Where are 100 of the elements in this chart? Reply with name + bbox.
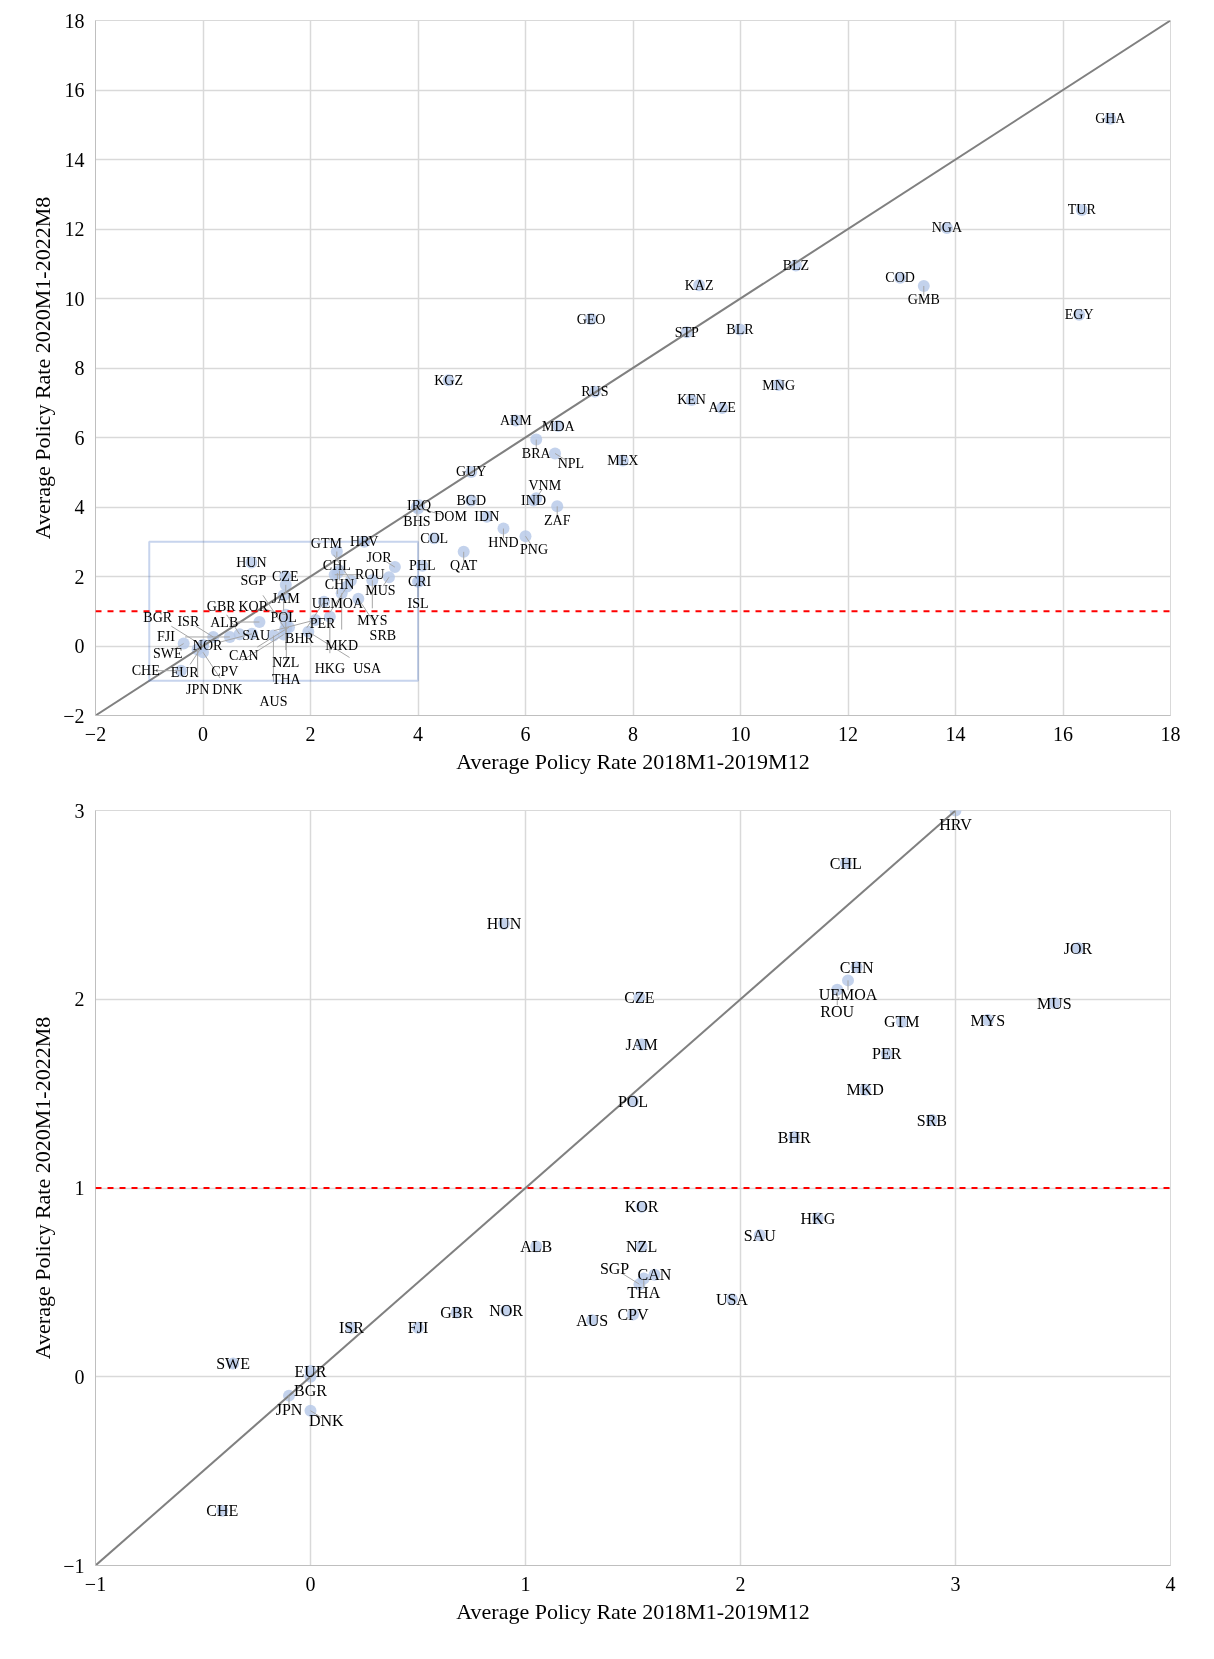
annotation: AZE: [708, 400, 736, 416]
annotation: TUR: [1067, 202, 1097, 218]
annotation: MEX: [607, 452, 639, 468]
annotation: KAZ: [684, 277, 714, 293]
annotation: CPV: [211, 663, 239, 679]
y-tick-label: 0: [74, 1365, 85, 1388]
annotation: DOM: [434, 509, 468, 525]
annotation: NZL: [626, 1238, 658, 1256]
annotation: IRQ: [407, 497, 432, 513]
annotation: AUS: [259, 694, 288, 710]
annotation: UEMOA: [818, 985, 878, 1003]
y-axis-title: Average Policy Rate 2020M1-2022M8: [30, 196, 56, 540]
annotation: GMB: [907, 292, 940, 308]
annotation: JPN: [275, 1401, 303, 1419]
annotation: CHL: [322, 557, 351, 573]
x-tick-label: 3: [950, 1572, 961, 1595]
annotation: MDA: [541, 418, 576, 434]
annotation: NPL: [557, 455, 585, 471]
annotation: JOR: [1063, 939, 1093, 957]
annotation: CHE: [131, 663, 160, 679]
annotation: BHR: [285, 631, 315, 647]
annotation: FJI: [156, 629, 176, 645]
annotation: CAN: [637, 1266, 672, 1284]
annotation: MUS: [365, 582, 396, 598]
y-tick-label: 0: [74, 635, 85, 657]
x-tick-label: 6: [520, 722, 531, 745]
annotation: KEN: [677, 392, 706, 408]
annotation: GTM: [883, 1013, 920, 1031]
annotation: PER: [309, 616, 337, 632]
y-tick-label: −2: [63, 704, 85, 727]
annotation: JOR: [366, 549, 393, 565]
annotation: BGR: [143, 610, 173, 626]
annotation: MKD: [325, 637, 359, 653]
annotation: CHE: [206, 1502, 239, 1520]
annotation: ROU: [355, 567, 385, 583]
x-tick-label: 10: [730, 722, 751, 745]
annotation: IND: [521, 492, 547, 508]
y-tick-label: 16: [64, 79, 85, 101]
annotation: UEMOA: [311, 595, 364, 611]
annotation: BHR: [777, 1128, 812, 1146]
annotation: CHN: [839, 958, 874, 976]
annotation: CRI: [407, 573, 432, 589]
annotation: NGA: [931, 220, 963, 236]
y-tick-label: 6: [74, 426, 85, 449]
annotation: MKD: [846, 1081, 884, 1099]
annotation: BRA: [521, 446, 552, 462]
annotation: THA: [627, 1284, 661, 1302]
annotation: SRB: [369, 628, 397, 644]
y-tick-label: 2: [74, 988, 85, 1011]
x-axis-title: Average Policy Rate 2018M1-2019M12: [456, 748, 810, 774]
annotation: CAN: [228, 648, 259, 664]
annotation: NOR: [489, 1302, 524, 1320]
y-tick-label: −1: [63, 1554, 85, 1577]
y-tick-label: 14: [64, 148, 85, 171]
x-tick-label: 4: [1165, 1572, 1176, 1595]
annotation: HUN: [236, 555, 267, 571]
annotation: USA: [353, 661, 383, 677]
annotation: EGY: [1064, 307, 1094, 323]
y-tick-label: 1: [74, 1177, 85, 1199]
y-tick-label: 18: [64, 9, 85, 32]
annotation: KOR: [238, 598, 269, 614]
annotation: HRV: [939, 816, 973, 833]
annotation: ROU: [820, 1003, 855, 1021]
x-tick-label: 18: [1160, 722, 1181, 745]
annotation: SWE: [153, 645, 183, 661]
annotation: MYS: [970, 1011, 1006, 1029]
x-tick-label: 16: [1053, 722, 1073, 745]
x-tick-label: 1: [520, 1572, 531, 1595]
annotation: NOR: [192, 637, 224, 653]
x-tick-label: 2: [735, 1572, 746, 1595]
x-tick-label: 8: [628, 722, 638, 745]
annotation: GBR: [206, 598, 237, 614]
y-tick-label: 12: [64, 218, 85, 240]
x-tick-label: 0: [198, 722, 208, 745]
x-tick-label: 2: [305, 722, 316, 745]
annotation: HND: [488, 535, 519, 551]
annotation: SWE: [216, 1355, 250, 1373]
annotation: NZL: [272, 654, 300, 670]
annotation: ZAF: [543, 512, 571, 528]
annotation: KGZ: [434, 372, 464, 388]
annotation: ISR: [177, 613, 200, 629]
annotation: CZE: [272, 568, 299, 584]
annotation: COL: [420, 530, 449, 546]
annotation: DNK: [309, 1412, 345, 1430]
annotation: COD: [885, 270, 915, 286]
annotation: CZE: [624, 988, 655, 1006]
annotation: BHS: [403, 513, 431, 529]
annotation: POL: [617, 1092, 649, 1110]
annotation: HRV: [350, 534, 379, 550]
annotation: GEO: [576, 311, 606, 327]
annotation: QAT: [450, 558, 478, 574]
annotation: KOR: [624, 1198, 659, 1216]
annotation: IDN: [474, 509, 500, 525]
annotation: SGP: [599, 1260, 630, 1278]
annotation: AUS: [576, 1311, 609, 1329]
y-tick-label: 10: [64, 287, 85, 310]
annotation: SAU: [743, 1226, 777, 1244]
x-tick-label: 12: [838, 722, 858, 745]
annotation: FJI: [407, 1319, 429, 1337]
annotation: CHN: [324, 577, 355, 593]
